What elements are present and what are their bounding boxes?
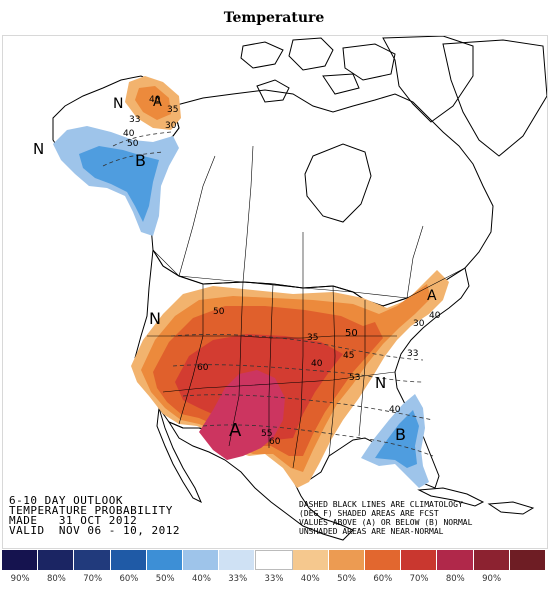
legend-swatch	[509, 550, 547, 570]
contour-label-6: 50	[213, 307, 225, 317]
outlook-map: N N A B N A A N B 40 35 33 30 40 50 50 4…	[2, 35, 548, 549]
legend-label: 60%	[119, 574, 139, 584]
label-a-southwest: A	[229, 420, 242, 441]
label-a-alaska: A	[153, 95, 162, 110]
legend-swatch	[255, 550, 293, 570]
outlook-line-2: TEMPERATURE PROBABILITY	[9, 504, 173, 517]
outlook-line-1: 6-10 DAY OUTLOOK	[9, 494, 123, 507]
contour-label-2: 33	[129, 115, 140, 125]
contour-label-11: 33	[407, 349, 418, 359]
chart-title: Temperature	[223, 10, 325, 26]
legend-swatch	[365, 550, 402, 570]
legend-label: 80%	[445, 574, 465, 584]
contour-label-4: 40	[123, 129, 135, 139]
legend-label: 50%	[337, 574, 356, 584]
legend-swatch	[74, 550, 111, 570]
contour-label-15: 55	[261, 429, 272, 439]
legend-label: 80%	[46, 574, 66, 584]
legend-swatch	[146, 550, 184, 570]
label-n-alaska: N	[33, 140, 44, 158]
legend-label: 33%	[264, 574, 284, 584]
contour-label-5: 50	[127, 139, 139, 149]
label-n-alaska-north: N	[113, 96, 123, 112]
legend-label: 90%	[482, 574, 502, 584]
us-above-max	[199, 370, 285, 460]
forecast-shading	[53, 76, 449, 488]
alaska-above-mid	[135, 86, 171, 120]
legend-swatch	[473, 550, 510, 570]
notes-line-1: DASHED BLACK LINES ARE CLIMATOLOGY	[299, 500, 463, 509]
label-n-southeast: N	[375, 374, 386, 392]
legend-label	[510, 574, 546, 584]
legend-swatch	[292, 550, 329, 570]
outlook-line-4: VALID NOV 06 - 10, 2012	[9, 524, 180, 537]
contour-label-16: 60	[269, 437, 281, 447]
contour-label-9: 30	[413, 319, 425, 329]
contour-label-14: 60	[197, 363, 209, 373]
label-b-southeast: B	[395, 425, 406, 444]
label-n-west: N	[149, 309, 161, 328]
legend-label: 70%	[409, 574, 429, 584]
state-lines	[147, 145, 466, 469]
contour-label-18: 40	[389, 405, 401, 415]
notes-line-4: UNSHADED AREAS ARE NEAR-NORMAL	[299, 527, 444, 536]
label-b-alaska: B	[135, 151, 146, 170]
legend-swatch	[328, 550, 366, 570]
legend-swatch	[219, 550, 256, 570]
legend-swatches	[2, 550, 547, 570]
legend-label: 60%	[373, 574, 393, 584]
contour-label-1: 35	[167, 105, 178, 115]
legend-swatch	[401, 550, 438, 570]
outlook-text: 6-10 DAY OUTLOOK TEMPERATURE PROBABILITY…	[9, 494, 180, 537]
contour-label-13: 45	[343, 351, 354, 361]
notes-line-3: VALUES ABOVE (A) OR BELOW (B) NORMAL	[299, 518, 473, 527]
contour-label-7: 40	[429, 311, 441, 321]
map-labels: N N A B N A A N B 40 35 33 30 40 50 50 4…	[33, 95, 441, 447]
legend-swatch	[110, 550, 147, 570]
outlook-line-3: MADE 31 OCT 2012	[9, 514, 138, 527]
legend-label: 90%	[10, 574, 30, 584]
contour-label-8: 35	[307, 333, 318, 343]
contour-label-12: 50	[345, 328, 358, 339]
contour-label-0: 40	[149, 95, 161, 105]
label-a-northeast: A	[427, 288, 437, 304]
legend-label: 40%	[300, 574, 320, 584]
alaska-below-mid	[79, 146, 159, 222]
legend-labels: 90% 80% 70% 60% 50% 40% 33% 33% 40% 50% 60% 70% 80% 9…	[2, 574, 546, 584]
legend-label: 50%	[155, 574, 175, 584]
legend-swatch	[2, 550, 39, 570]
legend-notes: DASHED BLACK LINES ARE CLIMATOLOGY (DEG …	[299, 500, 472, 536]
legend-swatch	[437, 550, 474, 570]
contour-label-3: 30	[165, 121, 177, 131]
climatology-lines	[102, 131, 434, 457]
contour-label-17: 53	[349, 373, 360, 383]
probability-legend: 90% 80% 70% 60% 50% 40% 33% 33% 40% 50% 60% 70% 80% 9…	[2, 550, 547, 588]
legend-label: 33%	[228, 574, 248, 584]
legend-label: 40%	[192, 574, 211, 584]
legend-swatch	[183, 550, 220, 570]
contour-label-10: 40	[311, 359, 323, 369]
legend-label: 70%	[83, 574, 103, 584]
north-america-map: N N A B N A A N B 40 35 33 30 40 50 50 4…	[33, 36, 547, 541]
legend-swatch	[38, 550, 75, 570]
se-below-mid	[375, 410, 419, 468]
notes-line-2: (DEG F) SHADED AREAS ARE FCST	[299, 509, 439, 518]
